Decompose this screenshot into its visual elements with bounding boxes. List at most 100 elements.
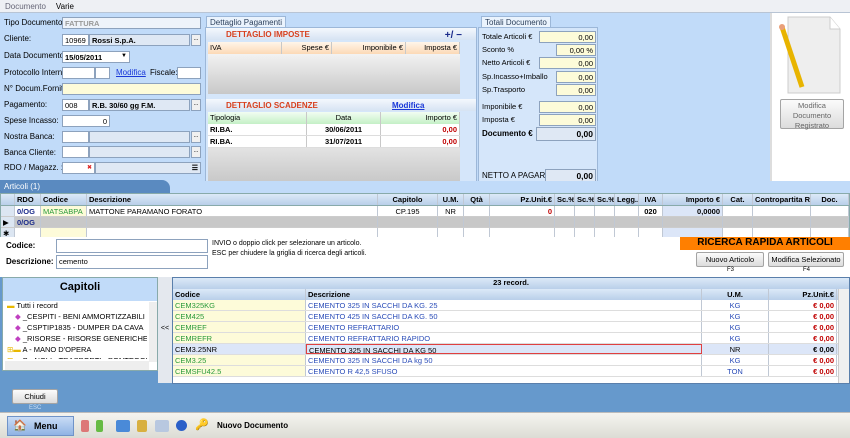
- tree-item[interactable]: ◆ _RISORSE - RISORSE GENERICHE: [3, 334, 147, 345]
- result-row[interactable]: CEM3.25 CEMENTO 325 IN SACCHI DA kg 50 KG €…: [173, 355, 849, 366]
- tree-item[interactable]: ⊞▬ B - NOLI - TRASPORTI - PONTEGGI: [3, 356, 147, 359]
- tab-totali-documento[interactable]: Totali Documento: [481, 16, 551, 28]
- tree-item-icon: ◆: [15, 323, 23, 332]
- scadenza-row[interactable]: RI.BA. 30/06/2011 0,00: [208, 124, 460, 136]
- articoli-cell: [811, 206, 849, 216]
- articoli-cell: [378, 228, 438, 238]
- articoli-tab-bar: [0, 181, 850, 193]
- ndoc-fornitore-input[interactable]: [62, 83, 201, 95]
- user-icon[interactable]: [96, 420, 103, 432]
- pagamento-label: Pagamento:: [4, 100, 48, 109]
- articoli-col-header: Importo €: [663, 194, 723, 205]
- modifica-documento-registrato-button[interactable]: Modifica Documento Registrato: [780, 99, 844, 130]
- articoli-row[interactable]: ▶ 0/OG: [1, 217, 849, 228]
- totali-value: 0,00: [539, 31, 596, 43]
- result-row[interactable]: CEMSFU42.5 CEMENTO R 42,5 SFUSO TON € 0,00: [173, 366, 849, 377]
- cliente-code-input[interactable]: 10969: [62, 34, 89, 46]
- articoli-cell: 020: [639, 206, 663, 216]
- collapse-capitoli-button[interactable]: <<: [158, 277, 172, 383]
- scadenza-row[interactable]: RI.BA. 31/07/2011 0,00: [208, 136, 460, 148]
- col-descrizione: Descrizione: [306, 289, 702, 300]
- articoli-col-header: Sc.%: [577, 194, 595, 205]
- protocollo-suffix-input[interactable]: [95, 67, 110, 79]
- users-icon[interactable]: [81, 420, 89, 432]
- protocollo-input[interactable]: [62, 67, 95, 79]
- menu-button[interactable]: 🏠 Menu: [7, 416, 74, 436]
- result-row[interactable]: CEM325KG CEMENTO 325 IN SACCHI DA KG. 25 K…: [173, 300, 849, 311]
- result-row[interactable]: CEM3.25NR CEMENTO 325 IN SACCHI DA KG 50 N…: [173, 344, 849, 355]
- pagamento-browse-button[interactable]: ...: [191, 99, 201, 111]
- articoli-row[interactable]: 0/OG MATSABPA MATTONE PARAMANO FORATO CP.19…: [1, 206, 849, 217]
- tree-vscrollbar[interactable]: [149, 302, 157, 362]
- articoli-cell: 0/OG: [15, 206, 41, 216]
- articoli-cell: [811, 228, 849, 238]
- result-row[interactable]: CEMREFR CEMENTO REFRATTARIO RAPIDO KG € 0,0…: [173, 333, 849, 344]
- data-value: 15/05/2011: [65, 53, 103, 62]
- results-scrollbar[interactable]: [838, 289, 849, 383]
- pagamento-code-input[interactable]: 008: [62, 99, 89, 111]
- menu-documento[interactable]: Documento: [5, 2, 46, 11]
- banca-cliente-code-input[interactable]: [62, 146, 89, 158]
- nostra-banca-code-input[interactable]: [62, 131, 89, 143]
- articoli-cell: [595, 228, 615, 238]
- descrizione-cell: CEMENTO 325 IN SACCHI DA KG. 25: [306, 300, 702, 310]
- nuovo-articolo-button[interactable]: Nuovo Articolo: [696, 252, 764, 267]
- ricerca-rapida-title: RICERCA RAPIDA ARTICOLI: [680, 237, 850, 250]
- tab-dettaglio-pagamenti[interactable]: Dettaglio Pagamenti: [206, 16, 287, 28]
- menu-varie[interactable]: Varie: [55, 2, 75, 11]
- um-cell: KG: [702, 355, 769, 365]
- mail-icon[interactable]: [155, 420, 169, 432]
- result-row[interactable]: CEMREF CEMENTO REFRATTARIO KG € 0,00: [173, 322, 849, 333]
- cliente-browse-button[interactable]: ...: [191, 34, 201, 46]
- tree-item[interactable]: ◆ _CSPTIP1835 - DUMPER DA CAVA: [3, 323, 147, 334]
- spese-incasso-input[interactable]: 0: [62, 115, 110, 127]
- modifica-selezionato-button[interactable]: Modifica Selezionato: [768, 252, 844, 267]
- add-remove-imposte-button[interactable]: +/ −: [444, 30, 462, 41]
- tree-item[interactable]: ⊞▬ A - MANO D'OPERA: [3, 345, 147, 356]
- articoli-cell: [464, 228, 490, 238]
- protocollo-modifica-link[interactable]: Modifica: [116, 68, 146, 77]
- descrizione-search-input[interactable]: cemento: [56, 255, 208, 269]
- key-icon[interactable]: 🔑: [195, 419, 209, 431]
- articoli-cell: [615, 217, 639, 227]
- um-cell: KG: [702, 300, 769, 310]
- help-icon[interactable]: [176, 420, 187, 431]
- articoli-cell: [639, 217, 663, 227]
- chiudi-button[interactable]: Chiudi: [12, 389, 58, 404]
- data-documento-picker[interactable]: 15/05/2011 ▼: [62, 51, 130, 63]
- list-icon[interactable]: ☰: [191, 165, 198, 172]
- fiscale-input[interactable]: [177, 67, 201, 79]
- articoli-col-header: Capitolo: [378, 194, 438, 205]
- codice-cell: CEMREF: [173, 322, 306, 332]
- ndoc-label: N° Docum.Fornit.:: [4, 84, 68, 93]
- tree-item[interactable]: ▬ Tutti i record: [3, 301, 147, 312]
- codice-cell: CEM325KG: [173, 300, 306, 310]
- clear-icon[interactable]: ✖: [86, 165, 92, 171]
- window-icon[interactable]: [137, 420, 147, 432]
- articoli-cell: [555, 228, 575, 238]
- tipo-documento-select[interactable]: FATTURA: [62, 17, 201, 29]
- tree-folder-icon: ⊞▬: [7, 345, 23, 354]
- tab-articoli[interactable]: Articoli (1): [0, 180, 170, 193]
- tree-hscrollbar[interactable]: [5, 361, 149, 370]
- articoli-col-header: Cat.: [723, 194, 753, 205]
- edit-document-icon: [779, 16, 841, 94]
- um-cell: TON: [702, 366, 769, 376]
- articoli-cell: 0/OG: [15, 217, 41, 227]
- imposte-title: DETTAGLIO IMPOSTE +/ −: [206, 28, 476, 41]
- rdo-input[interactable]: ✖: [62, 162, 95, 174]
- tree-item[interactable]: ◆ _CESPITI - BENI AMMORTIZZABILI: [3, 312, 147, 323]
- articoli-cell: [575, 228, 595, 238]
- banca-cliente-browse-button[interactable]: ...: [191, 146, 201, 158]
- nostra-banca-browse-button[interactable]: ...: [191, 131, 201, 143]
- calendar-icon[interactable]: [116, 420, 130, 432]
- codice-search-input[interactable]: [56, 239, 208, 253]
- nostra-banca-label: Nostra Banca:: [4, 132, 55, 141]
- scadenze-modifica-link[interactable]: Modifica: [392, 101, 425, 110]
- result-row[interactable]: CEM425 CEMENTO 425 IN SACCHI DA KG. 50 KG €…: [173, 311, 849, 322]
- articoli-cell: [438, 228, 464, 238]
- spese-label: Spese Incasso:: [4, 116, 59, 125]
- tree-label: A - MANO D'OPERA: [22, 345, 92, 354]
- magazzino-field[interactable]: ☰: [95, 162, 201, 174]
- articoli-col-header: Legg...: [617, 194, 639, 205]
